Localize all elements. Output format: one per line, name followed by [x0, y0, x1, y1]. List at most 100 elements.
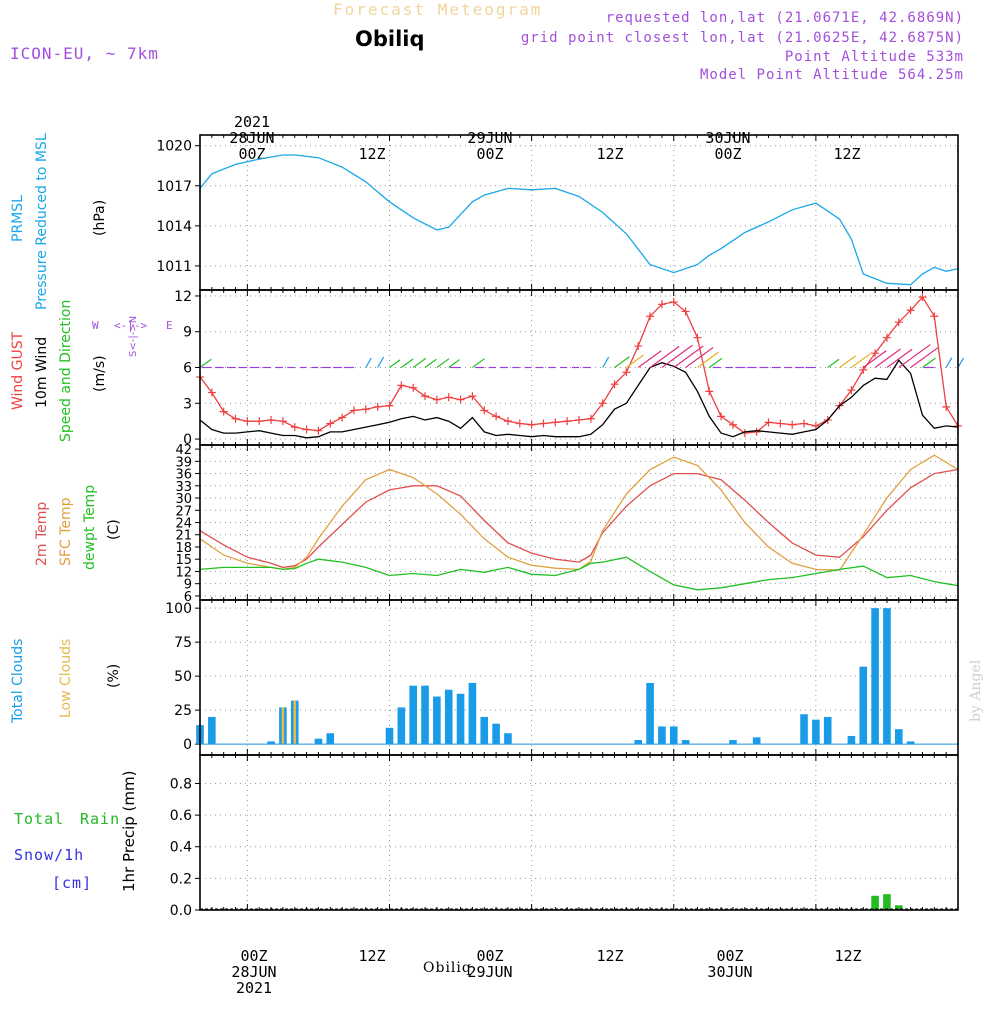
y-tick-label: 6: [183, 361, 192, 377]
wind-direction-arrow: [637, 350, 662, 368]
rain-bar: [894, 905, 903, 910]
location-title: Obiliq: [355, 27, 425, 51]
total-clouds-bar: [456, 693, 465, 745]
y-tick-label: 12: [175, 565, 192, 580]
wind-direction-arrow: [649, 345, 680, 368]
wind-direction-arrow: [697, 351, 719, 368]
gust-marker: [290, 423, 299, 432]
gust-marker: [373, 402, 382, 411]
y-tick-label: 0: [183, 432, 192, 448]
wind-direction-arrow: [424, 358, 437, 368]
y-tick-label: 24: [175, 517, 192, 532]
gust-marker: [634, 342, 643, 351]
y-tick-label: 3: [183, 396, 192, 412]
gust-marker: [705, 387, 714, 396]
wind-direction-arrow: [708, 357, 723, 368]
time-label-bottom: 12Z: [358, 947, 386, 965]
y-tick-label: 1011: [156, 259, 192, 275]
wind-direction-arrow: [412, 357, 427, 368]
gust-marker: [942, 402, 951, 411]
y-tick-label: 33: [175, 480, 192, 495]
gust-marker: [207, 388, 216, 397]
y-tick-label: 100: [165, 601, 192, 617]
wind-direction-arrow: [839, 355, 857, 368]
y-tick-label: 0.6: [170, 808, 192, 824]
rain-bar: [871, 895, 879, 910]
wind-direction-arrow: [661, 344, 694, 368]
gust-marker: [811, 421, 820, 430]
wind-direction-arrow: [685, 347, 714, 368]
gust-marker: [622, 368, 631, 377]
gust-marker: [752, 427, 761, 436]
total-clouds-bar: [752, 737, 761, 745]
gust-marker: [610, 380, 619, 389]
wind-direction-arrow: [614, 356, 630, 368]
y-tick-label: 1017: [156, 179, 192, 195]
series-line-2m-temp: [199, 468, 959, 569]
total-clouds-bar: [681, 740, 690, 745]
gust-marker: [397, 381, 406, 390]
clouds-panel: 0 25 50 75 100: [165, 599, 959, 756]
gust-marker: [349, 406, 358, 415]
total-clouds-bar: [444, 689, 453, 745]
total-clouds-bar: [883, 608, 891, 745]
total-rain-label-rain: Rain: [80, 810, 121, 828]
snow-label: Snow/1h: [14, 846, 85, 864]
y-tick-label: 12: [174, 289, 192, 305]
gust-marker: [480, 406, 489, 415]
gust-marker: [492, 412, 501, 421]
y-tick-label: 30: [175, 492, 192, 507]
gust-marker: [764, 418, 773, 427]
y-tick-label: 1020: [156, 139, 192, 155]
y-tick-label: 39: [175, 455, 192, 470]
point-altitude: Point Altitude 533m: [784, 49, 964, 65]
y-tick-label: 6: [184, 590, 192, 605]
total-clouds-bar: [492, 723, 500, 745]
wind-direction-arrow: [922, 357, 936, 368]
y-tick-label: 9: [184, 578, 192, 593]
y-tick-label: 21: [175, 529, 192, 544]
wind-direction-arrow: [910, 347, 939, 368]
low-clouds-bar: [281, 707, 285, 745]
total-clouds-bar: [823, 716, 832, 745]
wind-direction-arrow: [472, 358, 485, 368]
model-altitude: Model Point Altitude 564.25m: [699, 67, 964, 83]
wind-direction-arrow: [673, 345, 704, 368]
time-label-bottom: 00Z 28JUN 2021: [231, 947, 277, 997]
snow-unit-label: [cm]: [52, 874, 93, 892]
wind-panel: 0 3 6 9 12: [174, 289, 965, 448]
total-clouds-bar: [729, 740, 737, 745]
gust-marker: [267, 415, 276, 424]
time-label-bottom: 12Z: [596, 947, 624, 965]
series-line-prmsl: [199, 154, 959, 286]
gust-marker: [894, 318, 903, 327]
wind-direction-arrow: [898, 344, 931, 368]
wind-direction-arrow: [626, 354, 644, 368]
gust-marker: [302, 425, 311, 434]
time-label-top: 12Z: [833, 145, 861, 163]
total-clouds-bar: [385, 727, 394, 745]
model-label: ICON-EU, ~ 7km: [10, 44, 159, 63]
total-clouds-bar: [646, 682, 654, 745]
total-clouds-bar: [812, 719, 820, 745]
gust-marker: [361, 405, 370, 414]
gust-marker: [693, 333, 702, 342]
total-clouds-bar: [504, 733, 512, 745]
gust-marker: [231, 414, 240, 423]
wind-direction-arrow: [389, 359, 401, 368]
total-clouds-bar: [871, 608, 879, 745]
panel-frame: [199, 444, 959, 601]
wind-direction-arrow: [827, 358, 840, 368]
gust-marker: [456, 395, 465, 404]
total-clouds-bar: [658, 726, 666, 745]
y-tick-label: 36: [175, 468, 192, 483]
total-clouds-bar: [847, 735, 856, 745]
gust-marker: [314, 426, 323, 435]
chart-title: Forecast Meteogram: [333, 0, 543, 19]
gust-marker: [575, 415, 583, 424]
total-clouds-bar: [669, 726, 678, 745]
wind-direction-arrow: [377, 356, 385, 368]
wind-direction-arrow: [602, 356, 610, 368]
gust-marker: [930, 312, 939, 321]
